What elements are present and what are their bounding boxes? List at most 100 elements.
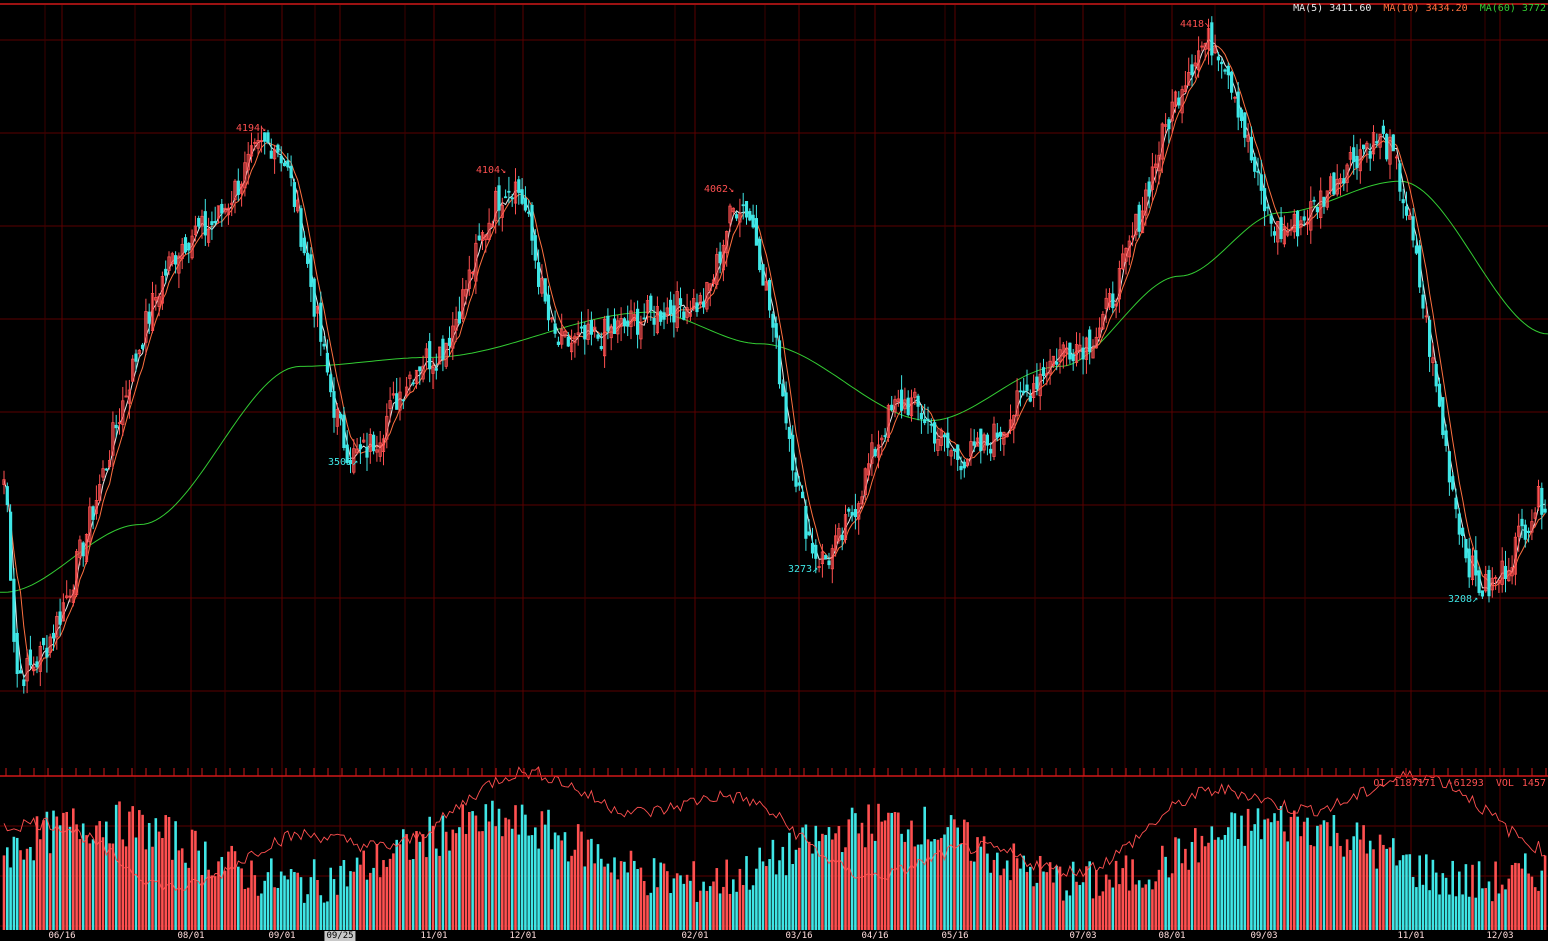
volume-bar bbox=[402, 829, 405, 930]
volume-bar bbox=[1236, 838, 1240, 930]
candle-body bbox=[1395, 156, 1399, 159]
candle-body bbox=[477, 235, 481, 241]
candle-body bbox=[784, 392, 788, 424]
candle-body bbox=[108, 460, 112, 467]
volume-bar bbox=[543, 824, 547, 930]
candle-body bbox=[494, 190, 498, 222]
candle-body bbox=[1490, 577, 1494, 591]
candle-body bbox=[1187, 72, 1191, 86]
candle-body bbox=[1015, 390, 1019, 417]
candle-body bbox=[137, 350, 141, 355]
candle-body bbox=[1424, 315, 1428, 318]
candle-body bbox=[210, 221, 214, 226]
candle-body bbox=[401, 399, 405, 402]
candle-body bbox=[434, 368, 438, 371]
candle-body bbox=[388, 400, 392, 409]
volume-bar bbox=[708, 886, 712, 930]
candle-body bbox=[22, 679, 26, 687]
volume-bar bbox=[352, 871, 356, 930]
volume-bar bbox=[75, 824, 78, 930]
volume-bar bbox=[1352, 836, 1355, 930]
candle-body bbox=[1292, 213, 1296, 233]
candle-body bbox=[55, 615, 59, 638]
candle-body bbox=[35, 661, 39, 668]
candle-body bbox=[942, 434, 947, 438]
candle-body bbox=[890, 404, 894, 410]
candle-body bbox=[1233, 96, 1237, 99]
candle-body bbox=[1101, 313, 1105, 330]
volume-bar bbox=[372, 867, 375, 930]
candle-body bbox=[903, 399, 907, 410]
candle-body bbox=[32, 666, 36, 672]
candle-body bbox=[652, 318, 656, 325]
candle-body bbox=[114, 424, 118, 429]
volume-bar bbox=[619, 861, 623, 930]
candle-body bbox=[1282, 226, 1286, 245]
candle-body bbox=[1058, 349, 1062, 362]
volume-bar bbox=[256, 895, 260, 930]
candle-body bbox=[150, 293, 155, 332]
candle-body bbox=[702, 301, 706, 308]
volume-bar bbox=[1233, 813, 1237, 930]
volume-bar bbox=[286, 879, 290, 930]
volume-bar bbox=[1213, 839, 1217, 930]
volume-bar bbox=[2, 855, 6, 930]
candle-body bbox=[731, 207, 735, 213]
ma60-line bbox=[0, 180, 1548, 593]
candle-body bbox=[365, 446, 369, 458]
candle-body bbox=[302, 237, 306, 254]
candle-body bbox=[1437, 383, 1442, 407]
volume-bar bbox=[1058, 866, 1062, 930]
volume-bar bbox=[1230, 812, 1233, 930]
candle-body bbox=[1418, 245, 1422, 288]
candle-body bbox=[28, 649, 33, 666]
candle-body bbox=[454, 319, 458, 331]
volume-bar bbox=[530, 835, 534, 930]
candle-body bbox=[78, 539, 82, 558]
volume-bar bbox=[1418, 855, 1421, 930]
candle-body bbox=[381, 438, 386, 452]
candle-body bbox=[91, 506, 95, 520]
volume-bar bbox=[1095, 870, 1098, 930]
volume-bar bbox=[1243, 845, 1247, 930]
volume-bar bbox=[649, 892, 653, 930]
volume-bar bbox=[1441, 873, 1445, 930]
candle-body bbox=[263, 132, 267, 142]
ma10-label: MA(10) bbox=[1383, 3, 1420, 14]
candle-body bbox=[490, 223, 495, 228]
volume-bar bbox=[207, 869, 210, 930]
candle-body bbox=[94, 500, 98, 514]
volume-bar bbox=[1507, 878, 1511, 930]
volume-bar bbox=[666, 871, 669, 930]
volume-bar bbox=[580, 831, 583, 930]
candle-body bbox=[814, 544, 818, 559]
candle-body bbox=[289, 165, 293, 179]
ma-legend: MA(5) 3411.60 MA(10) 3434.20 MA(60) 3772 bbox=[1287, 3, 1546, 14]
candle-body bbox=[1249, 136, 1253, 161]
candle-body bbox=[576, 332, 580, 335]
candle-body bbox=[368, 433, 372, 452]
candle-body bbox=[348, 459, 353, 465]
candle-body bbox=[206, 228, 211, 243]
volume-bar bbox=[1309, 844, 1313, 930]
candle-body bbox=[173, 255, 178, 265]
volume-bar bbox=[956, 827, 959, 930]
volume-bar bbox=[748, 889, 752, 930]
candle-body bbox=[698, 295, 702, 305]
candle-body bbox=[985, 434, 990, 446]
candle-body bbox=[42, 637, 46, 646]
high-label-4418: 4418↘ bbox=[1180, 19, 1211, 30]
candle-body bbox=[685, 307, 689, 318]
volume-bar bbox=[1154, 881, 1157, 930]
candle-body bbox=[322, 343, 326, 347]
high-label-4194: 4194↘ bbox=[236, 123, 267, 134]
volume-bar bbox=[656, 887, 659, 930]
candle-body bbox=[441, 338, 445, 360]
volume-bar bbox=[834, 833, 837, 930]
x-tick-label-selected[interactable]: 09/25 bbox=[324, 931, 356, 941]
volume-legend: OI 1187171 -61293 VOL 1457 bbox=[1367, 778, 1546, 789]
candle-body bbox=[1131, 235, 1135, 238]
volume-bar bbox=[58, 825, 62, 930]
candle-body bbox=[665, 307, 669, 316]
